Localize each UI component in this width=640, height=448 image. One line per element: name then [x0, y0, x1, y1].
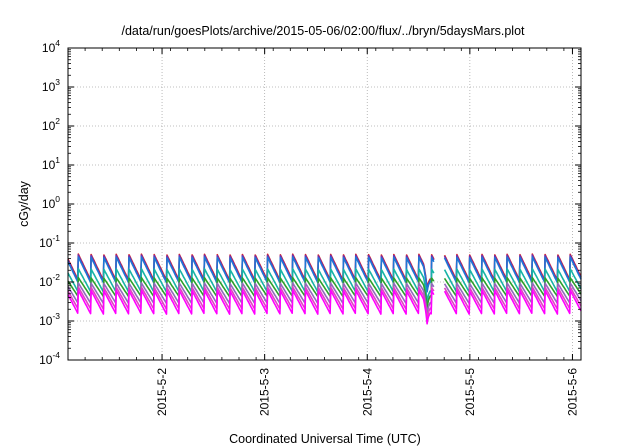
- y-tick-label: 10-1: [39, 233, 60, 250]
- series-line: [67, 289, 582, 325]
- y-tick-label: 10-3: [39, 311, 60, 328]
- y-tick-label: 10-2: [39, 272, 60, 289]
- grid: [68, 48, 581, 360]
- y-axis: 10-4 10-3 10-2 10-1 100 101 102 103 104: [39, 38, 581, 367]
- y-tick-label: 100: [42, 194, 60, 211]
- chart-title: /data/run/goesPlots/archive/2015-05-06/0…: [121, 24, 525, 38]
- series-line: [67, 267, 582, 303]
- series-layer: [67, 253, 582, 325]
- x-tick-label: 2015-5-5: [463, 368, 477, 416]
- x-axis-label: Coordinated Universal Time (UTC): [229, 432, 421, 446]
- series-line: [67, 276, 582, 309]
- series-line: [67, 256, 582, 293]
- x-tick-label: 2015-5-6: [565, 368, 579, 416]
- x-tick-label: 2015-5-4: [360, 368, 374, 416]
- y-tick-label: 103: [42, 77, 60, 94]
- x-tick-label: 2015-5-2: [155, 368, 169, 416]
- y-tick-label: 101: [42, 155, 60, 172]
- y-tick-label: 10-4: [39, 350, 60, 367]
- y-axis-label: cGy/day: [17, 180, 31, 227]
- y-tick-label: 102: [42, 116, 60, 133]
- plot-frame: [67, 47, 582, 361]
- y-tick-label: 104: [42, 38, 60, 55]
- x-tick-label: 2015-5-3: [258, 368, 272, 416]
- x-axis: 2015-5-2 2015-5-3 2015-5-4 2015-5-5 2015-5-6: [67, 48, 582, 416]
